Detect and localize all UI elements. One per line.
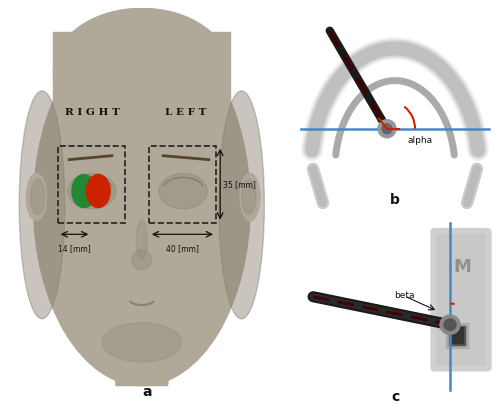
Circle shape [382, 124, 392, 134]
Ellipse shape [218, 91, 264, 319]
Ellipse shape [102, 323, 182, 362]
Ellipse shape [240, 173, 260, 221]
Ellipse shape [132, 250, 152, 270]
Ellipse shape [242, 179, 256, 215]
Text: R I G H T: R I G H T [64, 108, 120, 117]
FancyBboxPatch shape [437, 234, 485, 365]
Bar [449, 326, 465, 345]
Bar [450, 327, 464, 343]
Text: c: c [391, 390, 399, 403]
Text: alpha: alpha [407, 136, 432, 145]
Ellipse shape [68, 173, 116, 209]
Text: b: b [390, 193, 400, 207]
Circle shape [86, 175, 110, 208]
Ellipse shape [159, 173, 208, 209]
Text: M: M [453, 258, 471, 276]
Bar [149, 146, 216, 222]
Circle shape [72, 175, 96, 208]
FancyBboxPatch shape [431, 229, 491, 371]
Ellipse shape [54, 8, 230, 134]
Text: beta: beta [394, 291, 414, 300]
Ellipse shape [34, 24, 250, 385]
Circle shape [444, 319, 456, 331]
Polygon shape [54, 32, 230, 134]
Bar [446, 323, 468, 348]
Text: L E F T: L E F T [166, 108, 206, 117]
Text: a: a [143, 385, 152, 399]
Text: 35 [mm]: 35 [mm] [223, 180, 256, 189]
Polygon shape [110, 334, 173, 385]
Circle shape [440, 315, 460, 334]
Text: 14 [mm]: 14 [mm] [58, 244, 91, 253]
Text: 40 [mm]: 40 [mm] [166, 244, 199, 253]
Circle shape [378, 120, 396, 138]
Bar [58, 146, 124, 222]
Ellipse shape [26, 173, 46, 221]
Ellipse shape [20, 91, 65, 319]
Ellipse shape [30, 179, 45, 215]
Ellipse shape [136, 221, 147, 260]
